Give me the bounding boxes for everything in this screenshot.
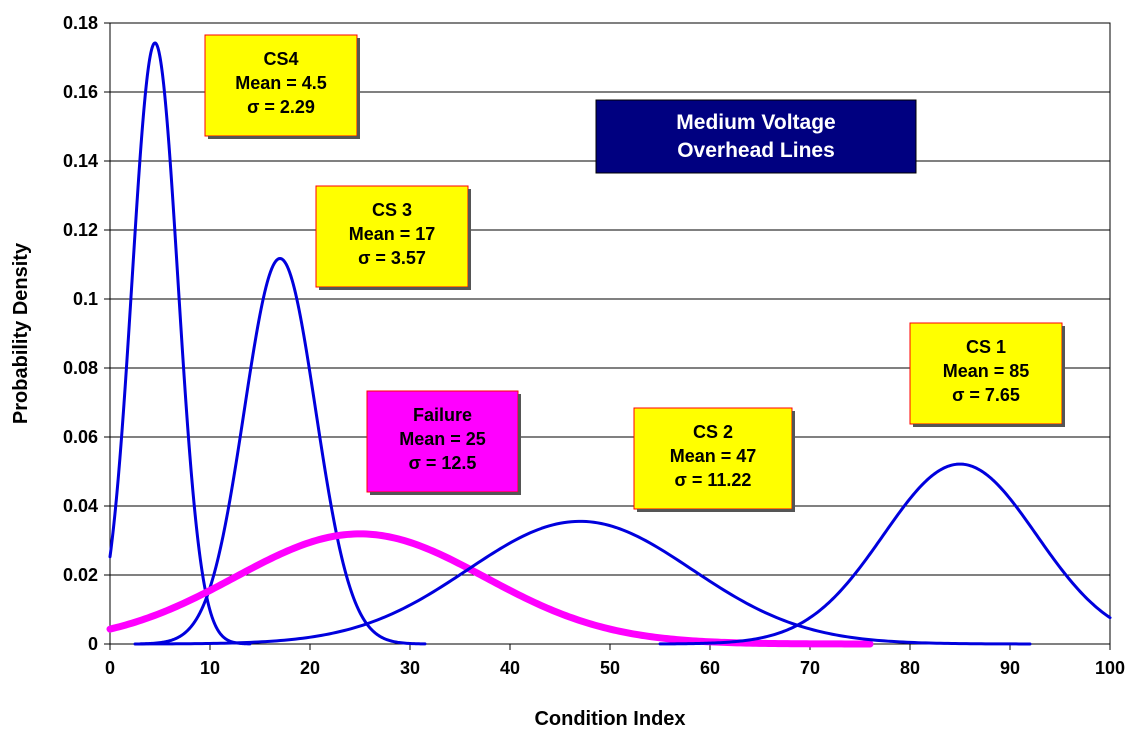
label-line: Mean = 17 [349,224,436,244]
y-tick-label: 0.02 [63,565,98,585]
label-line: Mean = 47 [670,446,757,466]
series-line-cs-2 [133,519,1032,646]
x-tick-label: 40 [500,658,520,678]
chart-title-box: Medium Voltage Overhead Lines [595,99,917,174]
chart-title-line: Overhead Lines [677,139,835,162]
x-tick-label: 0 [105,658,115,678]
label-line: Mean = 4.5 [235,73,327,93]
x-tick-label: 70 [800,658,820,678]
label-box-failure: Failure Mean = 25 σ = 12.5 [366,390,521,495]
label-line: CS 1 [966,337,1006,357]
distribution-curves [106,41,1112,648]
label-box-cs-2: CS 2 Mean = 47 σ = 11.22 [633,407,795,512]
label-line: σ = 12.5 [409,453,477,473]
label-line: σ = 2.29 [247,97,315,117]
chart-title-line: Medium Voltage [676,111,835,134]
x-tick-label: 100 [1095,658,1125,678]
x-tick-label: 90 [1000,658,1020,678]
y-tick-label: 0 [88,634,98,654]
label-line: CS 2 [693,422,733,442]
x-axis-title: Condition Index [534,708,685,730]
label-line: σ = 7.65 [952,385,1020,405]
y-tick-label: 0.16 [63,82,98,102]
series-line-cs-1 [658,462,1112,646]
y-tick-label: 0.1 [73,289,98,309]
series-line-failure [106,530,874,648]
y-tick-label: 0.14 [63,151,98,171]
label-box-cs-1: CS 1 Mean = 85 σ = 7.65 [909,322,1065,427]
y-tick-label: 0.06 [63,427,98,447]
x-tick-label: 60 [700,658,720,678]
label-box-cs-3: CS 3 Mean = 17 σ = 3.57 [315,185,471,290]
label-box-cs4: CS4 Mean = 4.5 σ = 2.29 [204,34,360,139]
series-line-cs4 [108,41,252,646]
x-tick-label: 30 [400,658,420,678]
label-line: CS 3 [372,200,412,220]
label-line: CS4 [263,49,298,69]
label-line: σ = 3.57 [358,248,426,268]
label-line: Mean = 25 [399,429,486,449]
y-tick-label: 0.08 [63,358,98,378]
label-line: Failure [413,405,472,425]
x-axis-ticks: 0 10 20 30 40 50 60 70 80 90 100 [105,644,1125,678]
x-tick-label: 50 [600,658,620,678]
x-tick-label: 10 [200,658,220,678]
series-line-cs-3 [138,256,427,646]
y-tick-label: 0.18 [63,13,98,33]
series-label-boxes: CS4 Mean = 4.5 σ = 2.29 CS 3 Mean = 17 σ = 3.… [204,34,1065,512]
y-axis-ticks: 0 0.02 0.04 0.06 0.08 0.1 0.12 0.14 0.16 0.18 [63,13,110,654]
label-line: Mean = 85 [943,361,1030,381]
x-tick-label: 80 [900,658,920,678]
y-axis-title: Probability Density [10,242,32,424]
label-line: σ = 11.22 [675,470,752,490]
y-tick-label: 0.04 [63,496,98,516]
y-tick-label: 0.12 [63,220,98,240]
x-tick-label: 20 [300,658,320,678]
